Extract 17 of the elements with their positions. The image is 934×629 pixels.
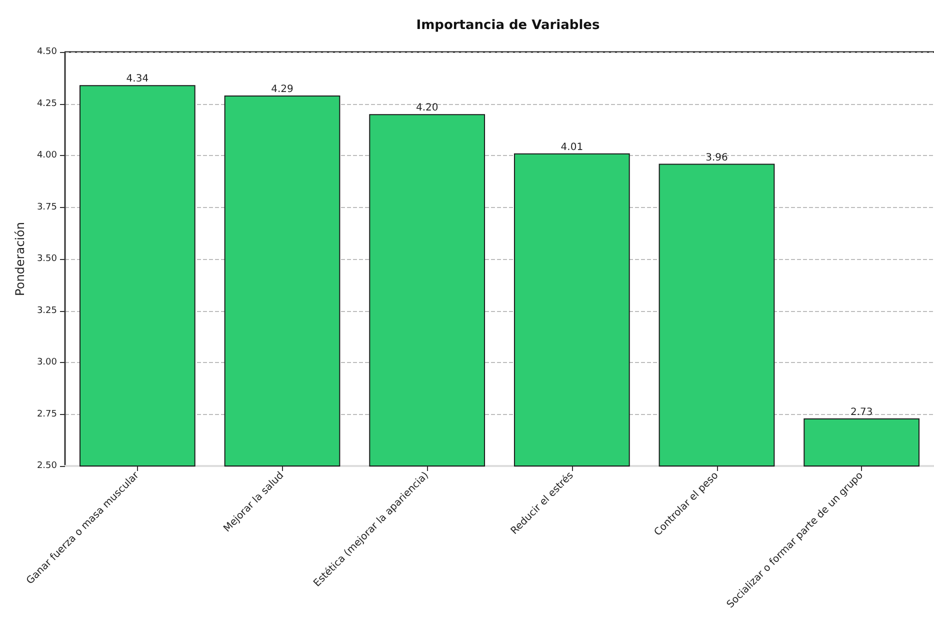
data-label: 4.01 (560, 142, 584, 153)
data-label: 4.34 (126, 74, 149, 85)
y-tick-label: 3.50 (36, 254, 58, 264)
chart-title: Importancia de Variables (416, 18, 600, 33)
y-tick-label: 3.75 (36, 202, 57, 212)
y-tick-label: 2.75 (36, 409, 57, 420)
data-label: 4.29 (271, 84, 294, 95)
y-axis-title: Ponderación (13, 222, 28, 296)
y-tick-label: 4.00 (36, 150, 58, 160)
y-tick-label: 3.25 (36, 306, 57, 316)
y-tick-label: 4.25 (36, 98, 57, 109)
y-tick-label: 4.50 (36, 47, 58, 57)
data-label: 2.73 (850, 406, 873, 418)
data-label: 4.20 (416, 102, 438, 114)
y-tick-label: 3.00 (36, 358, 58, 368)
y-tick-label: 2.50 (36, 461, 58, 471)
data-label: 3.96 (706, 152, 728, 164)
